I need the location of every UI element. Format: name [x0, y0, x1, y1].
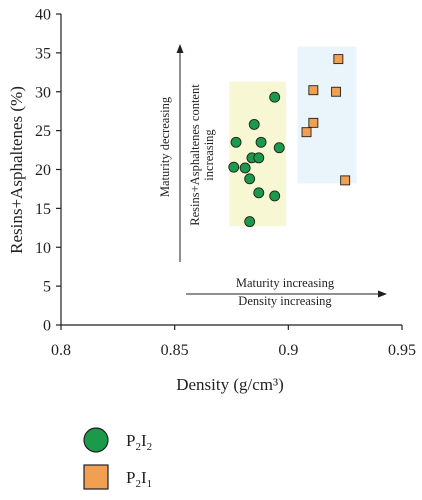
- data-point-square: [340, 175, 351, 186]
- data-point-circle: [228, 161, 240, 173]
- x-ticks: 0.8 0.85 0.9 0.95: [51, 325, 416, 359]
- content-increasing-label-line2: increasing: [202, 129, 216, 181]
- vertical-arrow-head: [176, 44, 184, 53]
- y-ticks: 0 5 10 15 20 25 30 35 40: [35, 7, 61, 335]
- data-point-circle: [244, 173, 256, 185]
- y-tick-label: 30: [35, 84, 51, 101]
- legend-label-p2i1: P2I1: [126, 468, 152, 490]
- y-tick-label: 40: [35, 7, 51, 24]
- y-tick-label: 0: [43, 318, 51, 335]
- y-tick-label: 20: [35, 162, 51, 179]
- x-axis-title: Density (g/cm³): [176, 375, 284, 394]
- data-point-circle: [248, 118, 260, 130]
- data-point-circle: [244, 216, 256, 228]
- data-point-circle: [230, 136, 242, 148]
- data-point-circle: [253, 187, 265, 199]
- legend-marker-square: [83, 464, 109, 490]
- y-tick-label: 10: [35, 240, 51, 257]
- y-tick-label: 25: [35, 123, 51, 140]
- x-tick-label: 0.85: [161, 342, 189, 359]
- x-tick-label: 0.9: [278, 342, 298, 359]
- content-increasing-label-line1: Resins+Asphaltenes content: [188, 84, 202, 226]
- x-tick-label: 0.8: [51, 342, 71, 359]
- data-point-circle: [253, 152, 265, 164]
- highlight-regions: [229, 46, 357, 227]
- data-point-circle: [269, 190, 281, 202]
- data-point-circle: [239, 162, 251, 174]
- data-points: [228, 54, 351, 228]
- x-tick-label: 0.95: [388, 342, 416, 359]
- legend: P2I2 P2I1: [83, 427, 152, 490]
- y-tick-label: 5: [43, 279, 51, 296]
- y-axis-title: Resins+Asphaltenes (%): [7, 86, 26, 254]
- data-point-square: [333, 54, 344, 65]
- data-point-circle: [273, 142, 285, 154]
- density-increasing-label: Density increasing: [238, 294, 332, 308]
- legend-label-p2i2: P2I2: [126, 431, 152, 453]
- highlight-region-2: [297, 46, 357, 184]
- data-point-square: [308, 85, 319, 96]
- data-point-circle: [269, 91, 281, 103]
- y-tick-label: 35: [35, 45, 51, 62]
- data-point-square: [331, 86, 342, 97]
- data-point-circle: [255, 136, 267, 148]
- annotations: Maturity decreasing Resins+Asphaltenes c…: [158, 44, 387, 308]
- maturity-decreasing-label: Maturity decreasing: [158, 96, 172, 197]
- y-tick-label: 15: [35, 201, 51, 218]
- data-point-square: [301, 127, 312, 138]
- legend-item-p2i1: P2I1: [83, 464, 152, 490]
- horizontal-arrow-head: [378, 290, 387, 298]
- legend-item-p2i2: P2I2: [83, 427, 152, 453]
- legend-marker-circle: [83, 427, 109, 453]
- data-point-square: [308, 117, 319, 128]
- maturity-increasing-label: Maturity increasing: [236, 276, 335, 290]
